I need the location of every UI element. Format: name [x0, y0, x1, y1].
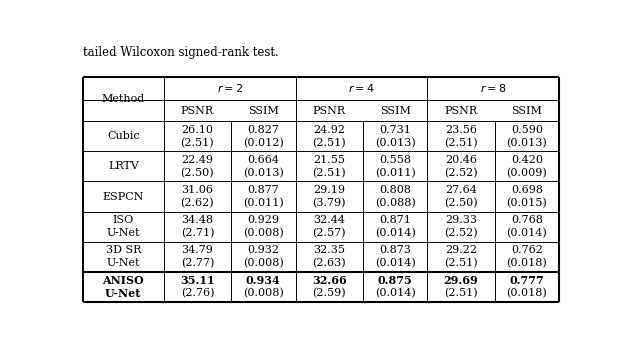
Text: (2.51): (2.51)	[313, 168, 346, 178]
Text: (0.008): (0.008)	[243, 228, 284, 238]
Text: 22.49: 22.49	[182, 155, 213, 165]
Text: 34.79: 34.79	[182, 245, 213, 255]
Text: U-Net: U-Net	[105, 288, 142, 299]
Text: 0.808: 0.808	[379, 185, 411, 195]
Text: (2.62): (2.62)	[180, 198, 214, 208]
Text: (2.52): (2.52)	[444, 228, 478, 238]
Text: 0.929: 0.929	[247, 215, 280, 225]
Text: (0.012): (0.012)	[243, 138, 284, 148]
Text: 0.698: 0.698	[511, 185, 543, 195]
Text: 20.46: 20.46	[445, 155, 477, 165]
Text: 35.11: 35.11	[180, 275, 215, 286]
Text: (2.51): (2.51)	[444, 288, 478, 299]
Text: (0.013): (0.013)	[375, 138, 416, 148]
Text: (2.50): (2.50)	[180, 168, 214, 178]
Text: 24.92: 24.92	[313, 125, 345, 135]
Text: 0.875: 0.875	[378, 275, 412, 286]
Text: 3D SR: 3D SR	[105, 245, 141, 255]
Text: $r = 2$: $r = 2$	[217, 82, 243, 94]
Text: 32.44: 32.44	[313, 215, 345, 225]
Text: $r = 4$: $r = 4$	[348, 82, 375, 94]
Text: 27.64: 27.64	[445, 185, 477, 195]
Text: 0.762: 0.762	[511, 245, 543, 255]
Text: (2.51): (2.51)	[180, 138, 214, 148]
Text: (0.009): (0.009)	[507, 168, 547, 178]
Text: (0.008): (0.008)	[243, 288, 284, 299]
Text: SSIM: SSIM	[379, 106, 411, 116]
Text: (0.014): (0.014)	[375, 228, 416, 238]
Text: (0.008): (0.008)	[243, 258, 284, 268]
Text: 29.19: 29.19	[313, 185, 345, 195]
Text: ANISO: ANISO	[102, 275, 144, 286]
Text: 34.48: 34.48	[182, 215, 213, 225]
Text: (0.014): (0.014)	[507, 228, 547, 238]
Text: $r = 8$: $r = 8$	[480, 82, 507, 94]
Text: PSNR: PSNR	[313, 106, 346, 116]
Text: SSIM: SSIM	[248, 106, 279, 116]
Text: (2.50): (2.50)	[444, 198, 478, 208]
Text: 0.777: 0.777	[510, 275, 544, 286]
Text: Method: Method	[102, 94, 145, 104]
Text: LRTV: LRTV	[108, 161, 139, 171]
Text: 0.827: 0.827	[247, 125, 280, 135]
Text: 0.731: 0.731	[379, 125, 411, 135]
Text: (0.013): (0.013)	[507, 138, 547, 148]
Text: 26.10: 26.10	[182, 125, 213, 135]
Text: (0.015): (0.015)	[507, 198, 547, 208]
Text: 0.420: 0.420	[511, 155, 543, 165]
Text: (2.51): (2.51)	[313, 138, 346, 148]
Text: 29.69: 29.69	[444, 275, 479, 286]
Text: (0.014): (0.014)	[375, 288, 416, 299]
Text: 32.35: 32.35	[313, 245, 345, 255]
Text: PSNR: PSNR	[444, 106, 477, 116]
Text: (0.018): (0.018)	[507, 288, 547, 299]
Text: 23.56: 23.56	[445, 125, 477, 135]
Text: 32.66: 32.66	[312, 275, 346, 286]
Text: (0.013): (0.013)	[243, 168, 284, 178]
Text: 0.590: 0.590	[511, 125, 543, 135]
Text: 0.877: 0.877	[248, 185, 279, 195]
Text: 0.768: 0.768	[511, 215, 543, 225]
Text: (0.011): (0.011)	[375, 168, 416, 178]
Text: (2.76): (2.76)	[181, 288, 214, 299]
Text: 0.873: 0.873	[379, 245, 411, 255]
Text: (3.79): (3.79)	[313, 198, 346, 208]
Text: 0.871: 0.871	[379, 215, 411, 225]
Text: U-Net: U-Net	[107, 228, 140, 238]
Text: (0.014): (0.014)	[375, 258, 416, 268]
Text: ISO: ISO	[113, 215, 134, 225]
Text: 29.33: 29.33	[445, 215, 477, 225]
Text: 29.22: 29.22	[445, 245, 477, 255]
Text: tailed Wilcoxon signed-rank test.: tailed Wilcoxon signed-rank test.	[83, 47, 278, 60]
Text: (0.011): (0.011)	[243, 198, 284, 208]
Text: (2.77): (2.77)	[181, 258, 214, 268]
Text: 31.06: 31.06	[182, 185, 213, 195]
Text: Cubic: Cubic	[107, 131, 140, 141]
Text: 21.55: 21.55	[313, 155, 345, 165]
Text: (0.018): (0.018)	[507, 258, 547, 268]
Text: SSIM: SSIM	[512, 106, 542, 116]
Text: PSNR: PSNR	[181, 106, 214, 116]
Text: 0.932: 0.932	[247, 245, 280, 255]
Text: ESPCN: ESPCN	[102, 192, 144, 201]
Text: (2.71): (2.71)	[181, 228, 214, 238]
Text: (0.088): (0.088)	[375, 198, 416, 208]
Text: (2.52): (2.52)	[444, 168, 478, 178]
Text: 0.558: 0.558	[379, 155, 411, 165]
Text: (2.57): (2.57)	[313, 228, 346, 238]
Text: 0.664: 0.664	[247, 155, 280, 165]
Text: (2.59): (2.59)	[313, 288, 346, 299]
Text: U-Net: U-Net	[107, 258, 140, 268]
Text: (2.51): (2.51)	[444, 258, 478, 268]
Text: (2.63): (2.63)	[313, 258, 346, 268]
Text: 0.934: 0.934	[246, 275, 281, 286]
Text: (2.51): (2.51)	[444, 138, 478, 148]
